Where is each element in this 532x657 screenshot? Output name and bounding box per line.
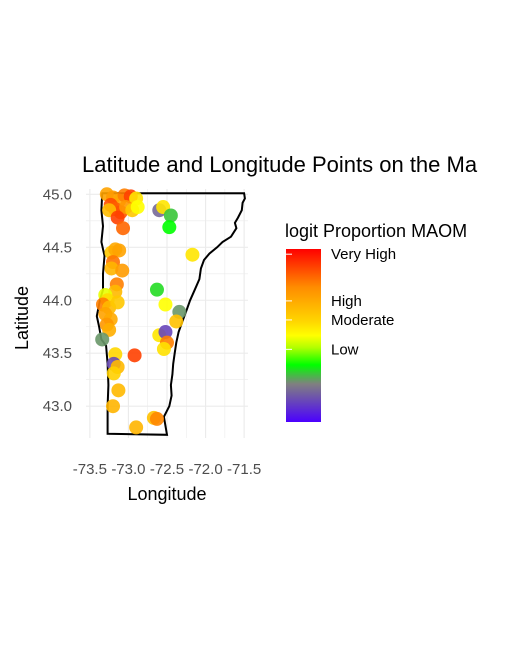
x-tick-label: -71.5 — [227, 461, 261, 478]
data-point — [127, 348, 142, 363]
legend-label: Moderate — [331, 312, 394, 329]
data-point — [169, 314, 184, 329]
data-point — [111, 383, 126, 398]
data-point — [106, 399, 120, 414]
data-point — [163, 208, 178, 223]
data-point — [162, 220, 177, 235]
data-point — [104, 261, 119, 276]
data-point — [149, 411, 164, 426]
data-point — [185, 247, 200, 262]
data-point — [116, 221, 131, 236]
x-tick-label: -73.0 — [111, 461, 145, 478]
x-tick-label: -73.5 — [73, 461, 107, 478]
x-tick-label: -72.5 — [150, 461, 184, 478]
y-axis-title: Latitude — [12, 286, 32, 350]
data-point — [112, 243, 127, 258]
data-point — [156, 341, 171, 356]
data-point — [110, 295, 125, 310]
data-point — [95, 332, 110, 347]
y-tick-label: 43.5 — [43, 345, 72, 362]
legend-labels: Very High High Moderate Low — [286, 246, 396, 358]
data-point — [110, 210, 125, 225]
data-point — [158, 297, 173, 312]
x-tick-label: -72.0 — [188, 461, 222, 478]
y-axis-ticks: 43.0 43.5 44.0 44.5 45.0 — [43, 186, 72, 415]
legend: logit Proportion MAOM Very High High Moder… — [285, 221, 467, 422]
x-axis-ticks: -73.5 -73.0 -72.5 -72.0 -71.5 — [73, 461, 261, 478]
legend-label: Low — [331, 341, 359, 358]
data-point — [130, 200, 145, 215]
y-tick-label: 43.0 — [43, 398, 72, 415]
data-point — [106, 366, 121, 381]
data-point — [158, 325, 173, 340]
x-axis-title: Longitude — [127, 484, 206, 504]
y-tick-label: 44.5 — [43, 239, 72, 256]
legend-label: Very High — [331, 246, 396, 263]
data-point — [149, 282, 164, 297]
data-points — [95, 187, 200, 435]
chart-title: Latitude and Longitude Points on the Ma — [82, 152, 478, 177]
data-point — [129, 420, 144, 435]
y-tick-label: 45.0 — [43, 186, 72, 203]
y-tick-label: 44.0 — [43, 292, 72, 309]
legend-color-bar — [286, 249, 321, 422]
data-point — [115, 263, 130, 278]
legend-label: High — [331, 293, 362, 310]
legend-title: logit Proportion MAOM — [285, 221, 467, 241]
